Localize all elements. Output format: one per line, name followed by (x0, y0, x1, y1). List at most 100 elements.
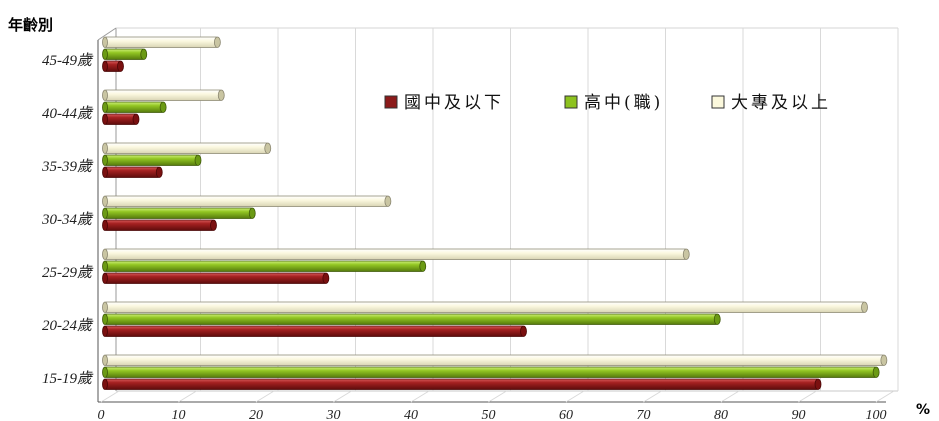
bar-高中(職)-40-44歲 (104, 101, 164, 113)
bar-group-30-34歲 (102, 195, 392, 231)
legend-label-國中及以下: 國中及以下 (404, 93, 504, 113)
bar-start-cap (102, 378, 108, 390)
bar-start-cap (102, 36, 108, 48)
category-label-20-24歲: 20-24歲 (42, 317, 94, 334)
bar-end-cap (814, 378, 822, 390)
x-tick-label-30: 30 (326, 408, 341, 421)
bar-group-45-49歲 (102, 36, 221, 72)
bar-end-cap (210, 219, 217, 231)
category-label-40-44歲: 40-44歲 (42, 105, 94, 122)
bar-end-cap (872, 366, 880, 378)
bar-大專及以上-45-49歲 (104, 36, 218, 48)
x-tick-label-70: 70 (637, 408, 651, 421)
bar-end-cap (713, 313, 721, 325)
category-label-25-29歲: 25-29歲 (42, 264, 94, 281)
x-tick-label-60: 60 (559, 408, 573, 421)
bar-start-cap (102, 325, 108, 337)
bar-end-cap (117, 60, 124, 72)
bar-end-cap (159, 101, 167, 113)
bar-start-cap (102, 154, 108, 166)
floor-line-70 (643, 390, 662, 403)
bar-高中(職)-25-29歲 (104, 260, 424, 272)
bar-高中(職)-30-34歲 (104, 207, 253, 219)
bar-end-cap (419, 260, 427, 272)
bar-國中及以下-40-44歲 (104, 113, 137, 125)
bar-start-cap (102, 207, 108, 219)
category-label-15-19歲: 15-19歲 (42, 370, 94, 387)
bar-大專及以上-25-29歲 (104, 248, 687, 260)
floor-line-50 (488, 390, 507, 403)
bar-end-cap (155, 166, 163, 178)
bar-end-cap (322, 272, 330, 284)
bar-start-cap (102, 354, 108, 366)
bar-大專及以上-40-44歲 (104, 89, 222, 101)
bar-start-cap (102, 48, 108, 60)
bar-start-cap (102, 142, 108, 154)
bar-高中(職)-15-19歲 (104, 366, 877, 378)
bar-end-cap (520, 325, 527, 337)
bar-start-cap (102, 366, 108, 378)
bar-大專及以上-20-24歲 (104, 301, 865, 313)
bar-start-cap (102, 195, 108, 207)
bar-group-35-39歲 (102, 142, 272, 178)
bar-end-cap (140, 48, 148, 60)
bar-group-20-24歲 (102, 301, 868, 337)
x-tick-label-20: 20 (249, 408, 263, 421)
floor-line-10 (178, 390, 197, 403)
bar-end-cap (264, 142, 272, 154)
legend-swatch-高中(職) (564, 95, 578, 109)
bar-end-cap (248, 207, 256, 219)
floor-line-40 (410, 390, 430, 403)
x-tick-label-50: 50 (482, 408, 496, 421)
bar-高中(職)-45-49歲 (104, 48, 145, 60)
floor-line-30 (333, 390, 352, 403)
x-tick-label-80: 80 (714, 408, 728, 421)
bar-start-cap (102, 219, 108, 231)
bar-國中及以下-30-34歲 (104, 219, 214, 231)
floor-line-100 (875, 390, 895, 403)
y-axis-title: 年齡別 (8, 16, 53, 34)
category-label-45-49歲: 45-49歲 (42, 52, 94, 69)
x-tick-label-0: 0 (98, 408, 105, 421)
category-label-35-39歲: 35-39歲 (41, 158, 94, 175)
x-tick-label-90: 90 (792, 408, 806, 421)
bar-start-cap (102, 166, 108, 178)
bar-group-40-44歲 (102, 89, 225, 125)
legend-swatch-國中及以下 (384, 95, 398, 109)
bar-end-cap (861, 301, 868, 313)
bar-start-cap (102, 313, 108, 325)
bar-國中及以下-35-39歲 (104, 166, 160, 178)
bar-start-cap (102, 248, 108, 260)
bar-start-cap (102, 89, 108, 101)
bar-高中(職)-20-24歲 (104, 313, 718, 325)
bar-end-cap (213, 36, 221, 48)
bar-大專及以上-30-34歲 (104, 195, 389, 207)
floor-line-20 (255, 390, 275, 403)
floor-line-60 (565, 390, 585, 403)
bar-start-cap (102, 101, 108, 113)
bar-大專及以上-35-39歲 (104, 142, 269, 154)
bar-高中(職)-35-39歲 (104, 154, 199, 166)
bar-end-cap (384, 195, 392, 207)
bar-國中及以下-15-19歲 (104, 378, 819, 390)
floor-line-80 (720, 390, 740, 403)
bar-start-cap (102, 301, 108, 313)
bar-end-cap (217, 89, 225, 101)
x-tick-label-100: 100 (866, 408, 887, 421)
x-tick-label-10: 10 (172, 408, 186, 421)
x-axis-unit: % (916, 402, 930, 418)
bar-end-cap (132, 113, 140, 125)
floor-line-90 (798, 390, 817, 403)
category-label-30-34歲: 30-34歲 (41, 211, 94, 228)
legend-label-大專及以上: 大專及以上 (731, 93, 831, 113)
bar-group-25-29歲 (102, 248, 690, 284)
bar-start-cap (102, 260, 108, 272)
bar-end-cap (194, 154, 202, 166)
bar-start-cap (102, 60, 108, 72)
bar-start-cap (102, 113, 108, 125)
floor-line-0 (100, 390, 120, 403)
bar-大專及以上-15-19歲 (104, 354, 885, 366)
bar-國中及以下-20-24歲 (104, 325, 524, 337)
plot-area (97, 27, 898, 403)
